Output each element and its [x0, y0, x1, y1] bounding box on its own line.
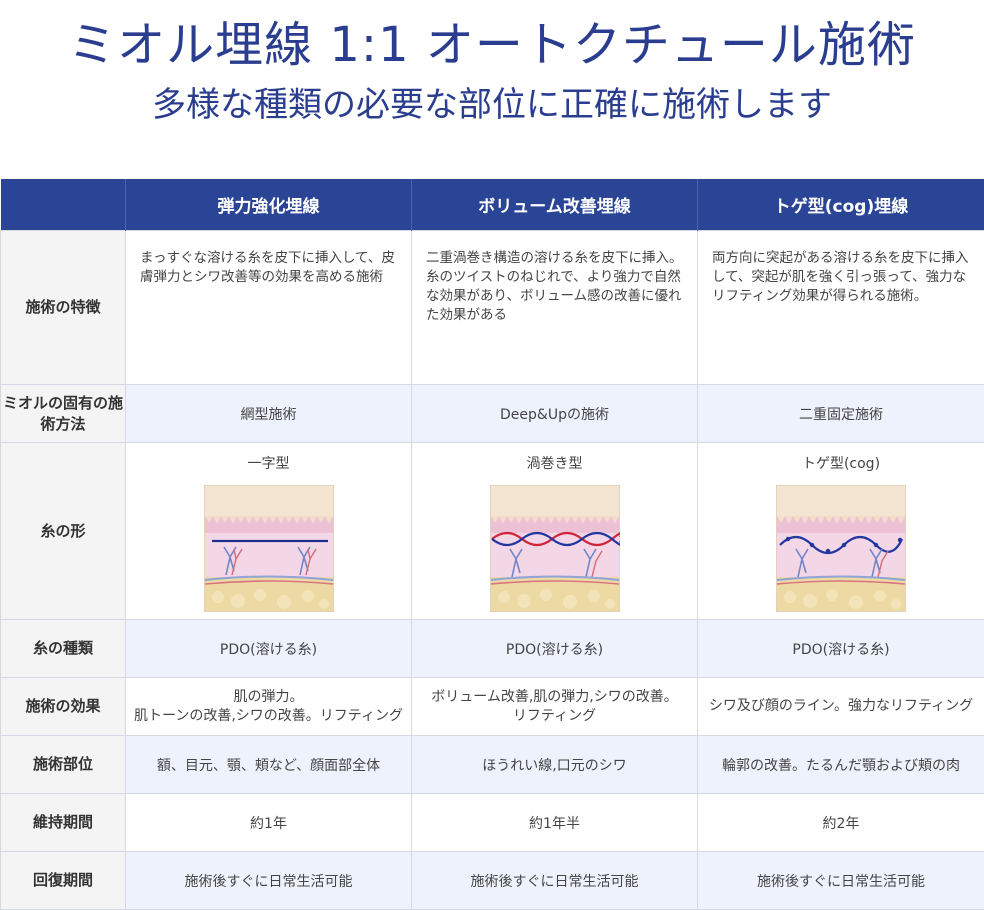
table-row-area: 施術部位 額、目元、顎、頬など、顔面部全体 ほうれい線,口元のシワ 輪郭の改善。… — [0, 735, 984, 794]
duration-cell: 約1年 — [125, 793, 412, 852]
row-label-thread-type: 糸の種類 — [0, 619, 126, 678]
table-row-thread-type: 糸の種類 PDO(溶ける糸) PDO(溶ける糸) PDO(溶ける糸) — [0, 619, 984, 678]
row-label-effect: 施術の効果 — [0, 677, 126, 736]
effect-line: 肌の弾力。 — [233, 688, 304, 705]
effect-line: リフティング — [512, 707, 597, 724]
recovery-cell: 施術後すぐに日常生活可能 — [697, 851, 984, 910]
shape-cell: 一字型 — [125, 442, 412, 620]
recovery-cell: 施術後すぐに日常生活可能 — [411, 851, 698, 910]
table-row-effect: 施術の効果 肌の弾力。 肌トーンの改善,シワの改善。リフティング ボリューム改善… — [0, 677, 984, 736]
recovery-cell: 施術後すぐに日常生活可能 — [125, 851, 412, 910]
shape-label: トゲ型(cog) — [801, 456, 881, 472]
duration-cell: 約2年 — [697, 793, 984, 852]
effect-line: シワ及び顔のライン。強力なリフティング — [708, 698, 974, 714]
table-row-shape: 糸の形 一字型 渦巻き型 — [0, 442, 984, 620]
method-cell: Deep&Upの施術 — [411, 384, 698, 443]
header-empty — [0, 179, 126, 231]
method-cell: 網型施術 — [125, 384, 412, 443]
effect-cell: 肌の弾力。 肌トーンの改善,シワの改善。リフティング — [125, 677, 412, 736]
area-cell: 輪郭の改善。たるんだ顎および頬の肉 — [697, 735, 984, 794]
thread-type-cell: PDO(溶ける糸) — [697, 619, 984, 678]
comparison-table: 弾力強化埋線 ボリューム改善埋線 トゲ型(cog)埋線 施術の特徴 まっすぐな溶… — [0, 179, 984, 910]
table-row-recovery: 回復期間 施術後すぐに日常生活可能 施術後すぐに日常生活可能 施術後すぐに日常生… — [0, 851, 984, 910]
cog-thread-skin-diagram-icon — [776, 485, 906, 612]
thread-type-cell: PDO(溶ける糸) — [125, 619, 412, 678]
features-cell: 二重渦巻き構造の溶ける糸を皮下に挿入。糸のツイストのねじれで、より強力で自然な効… — [411, 230, 698, 385]
method-cell: 二重固定施術 — [697, 384, 984, 443]
thread-type-cell: PDO(溶ける糸) — [411, 619, 698, 678]
spiral-thread-skin-diagram-icon — [489, 485, 620, 612]
duration-cell: 約1年半 — [411, 793, 698, 852]
area-cell: ほうれい線,口元のシワ — [411, 735, 698, 794]
table-row-features: 施術の特徴 まっすぐな溶ける糸を皮下に挿入して、皮膚弾力とシワ改善等の効果を高め… — [0, 230, 984, 385]
shape-cell: 渦巻き型 — [411, 442, 698, 620]
header-volume-thread: ボリューム改善埋線 — [411, 179, 698, 231]
row-label-shape: 糸の形 — [0, 442, 126, 620]
effect-cell: ボリューム改善,肌の弾力,シワの改善。 リフティング — [411, 677, 698, 736]
effect-cell: シワ及び顔のライン。強力なリフティング — [697, 677, 984, 736]
effect-line: 肌トーンの改善,シワの改善。リフティング — [134, 707, 403, 724]
features-cell: 両方向に突起がある溶ける糸を皮下に挿入して、突起が肌を強く引っ張って、強力なリフ… — [697, 230, 984, 385]
table-header-row: 弾力強化埋線 ボリューム改善埋線 トゲ型(cog)埋線 — [0, 179, 984, 231]
row-label-area: 施術部位 — [0, 735, 126, 794]
straight-thread-skin-diagram-icon — [203, 485, 334, 612]
row-label-features: 施術の特徴 — [0, 230, 126, 385]
effect-line: ボリューム改善,肌の弾力,シワの改善。 — [431, 688, 678, 705]
header-cog-thread: トゲ型(cog)埋線 — [697, 179, 984, 231]
table-row-method: ミオルの固有の施術方法 網型施術 Deep&Upの施術 二重固定施術 — [0, 384, 984, 443]
page-subtitle: 多様な種類の必要な部位に正確に施術します — [152, 85, 832, 125]
table-row-duration: 維持期間 約1年 約1年半 約2年 — [0, 793, 984, 852]
features-cell: まっすぐな溶ける糸を皮下に挿入して、皮膚弾力とシワ改善等の効果を高める施術 — [125, 230, 412, 385]
shape-label: 渦巻き型 — [526, 456, 583, 472]
page-title: ミオル埋線 1:1 オートクチュール施術 — [68, 17, 916, 73]
row-label-method: ミオルの固有の施術方法 — [0, 384, 126, 443]
shape-label: 一字型 — [247, 456, 290, 472]
area-cell: 額、目元、顎、頬など、顔面部全体 — [125, 735, 412, 794]
row-label-duration: 維持期間 — [0, 793, 126, 852]
row-label-recovery: 回復期間 — [0, 851, 126, 910]
shape-cell: トゲ型(cog) — [697, 442, 984, 620]
header-elastic-thread: 弾力強化埋線 — [125, 179, 412, 231]
